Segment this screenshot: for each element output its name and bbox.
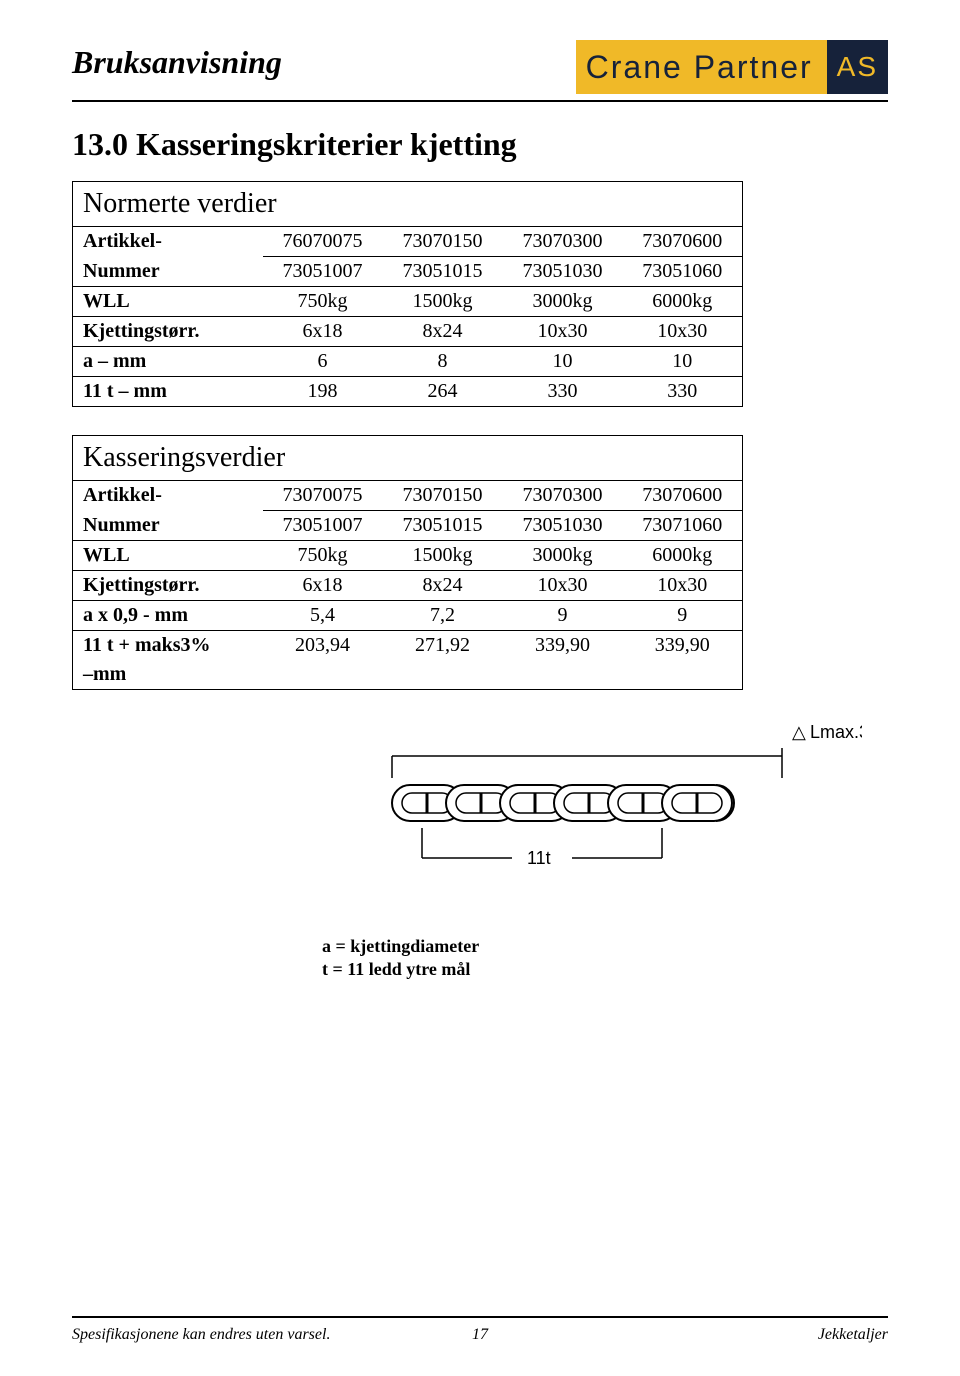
table2-ax09-c2: 7,2	[383, 601, 503, 631]
diagram-lmax-label: △	[792, 722, 806, 742]
logo-right-text: AS	[827, 40, 888, 94]
table1-label-11t-mm: 11 t – mm	[73, 377, 263, 407]
table2-11t-c3: 339,90	[503, 631, 623, 661]
table1-kj-c1: 6x18	[263, 317, 383, 347]
table2-r1-c3: 73070300	[503, 481, 623, 511]
table2-label-11t-maks: 11 t + maks3%	[73, 631, 263, 661]
legend-line2: t = 11 ledd ytre mål	[322, 958, 888, 981]
section-heading: 13.0 Kasseringskriterier kjetting	[72, 126, 888, 163]
table2-r2-c2: 73051015	[383, 511, 503, 541]
header-divider	[72, 100, 888, 102]
table1-kj-c3: 10x30	[503, 317, 623, 347]
footer-left: Spesifikasjonene kan endres uten varsel.	[72, 1326, 330, 1344]
table1-r1-c3: 73070300	[503, 227, 623, 257]
table1-a-c3: 10	[503, 347, 623, 377]
table1-r2-c2: 73051015	[383, 257, 503, 287]
table2-r1-c4: 73070600	[623, 481, 743, 511]
table2-wll-c3: 3000kg	[503, 541, 623, 571]
table2-11t-c2: 271,92	[383, 631, 503, 661]
table2-wll-c4: 6000kg	[623, 541, 743, 571]
table1-label-wll: WLL	[73, 287, 263, 317]
table1-title: Normerte verdier	[73, 182, 743, 227]
table1-a-c2: 8	[383, 347, 503, 377]
footer: Spesifikasjonene kan endres uten varsel.…	[72, 1316, 888, 1344]
table1-wll-c2: 1500kg	[383, 287, 503, 317]
table2-label-wll: WLL	[73, 541, 263, 571]
table1-label-nummer: Nummer	[73, 257, 263, 287]
table2-11t-c1: 203,94	[263, 631, 383, 661]
table2-r1-c2: 73070150	[383, 481, 503, 511]
table1-a-c4: 10	[623, 347, 743, 377]
table1-11t-c3: 330	[503, 377, 623, 407]
table1-wll-c1: 750kg	[263, 287, 383, 317]
diagram-lmax-text: Lmax.3%	[810, 722, 862, 742]
table2-label-nummer: Nummer	[73, 511, 263, 541]
table2-kj-c4: 10x30	[623, 571, 743, 601]
brand-logo: Crane Partner AS	[576, 40, 888, 94]
table1-r1-c2: 73070150	[383, 227, 503, 257]
table2-kj-c3: 10x30	[503, 571, 623, 601]
table2-wll-c2: 1500kg	[383, 541, 503, 571]
table2-label-ax09: a x 0,9 - mm	[73, 601, 263, 631]
legend-line1: a = kjettingdiameter	[322, 935, 888, 958]
table2-label-kjettingstorr: Kjettingstørr.	[73, 571, 263, 601]
table2-wll-c1: 750kg	[263, 541, 383, 571]
table-kasseringsverdier: Kasseringsverdier Artikkel- 73070075 730…	[72, 435, 888, 690]
table1-kj-c4: 10x30	[623, 317, 743, 347]
table2-ax09-c4: 9	[623, 601, 743, 631]
table2-r2-c1: 73051007	[263, 511, 383, 541]
table1-11t-c2: 264	[383, 377, 503, 407]
table2-r2-c3: 73051030	[503, 511, 623, 541]
table1-wll-c3: 3000kg	[503, 287, 623, 317]
table-normerte-verdier: Normerte verdier Artikkel- 76070075 7307…	[72, 181, 888, 407]
chain-svg: △ Lmax.3% 11t	[362, 718, 862, 898]
table2-title: Kasseringsverdier	[73, 436, 743, 481]
table1-kj-c2: 8x24	[383, 317, 503, 347]
table1-r1-c1: 76070075	[263, 227, 383, 257]
table1-a-c1: 6	[263, 347, 383, 377]
table1-r2-c4: 73051060	[623, 257, 743, 287]
table2-r2-c4: 73071060	[623, 511, 743, 541]
table2-ax09-c1: 5,4	[263, 601, 383, 631]
table2-kj-c2: 8x24	[383, 571, 503, 601]
table1-r2-c3: 73051030	[503, 257, 623, 287]
table2-kj-c1: 6x18	[263, 571, 383, 601]
table2-r1-c1: 73070075	[263, 481, 383, 511]
table1-label-kjettingstorr: Kjettingstørr.	[73, 317, 263, 347]
header: Bruksanvisning Crane Partner AS	[72, 40, 888, 94]
diagram-legend: a = kjettingdiameter t = 11 ledd ytre må…	[322, 935, 888, 982]
table1-label-artikkel: Artikkel-	[73, 227, 263, 257]
table2-11t-c4: 339,90	[623, 631, 743, 661]
table2-ax09-c3: 9	[503, 601, 623, 631]
logo-left-text: Crane Partner	[576, 40, 827, 94]
diagram-11t-label: 11t	[527, 848, 551, 868]
table1-r1-c4: 73070600	[623, 227, 743, 257]
table1-11t-c4: 330	[623, 377, 743, 407]
table2-label-mm: –mm	[73, 660, 263, 690]
table2-label-artikkel: Artikkel-	[73, 481, 263, 511]
footer-right: Jekketaljer	[818, 1326, 888, 1344]
table1-wll-c4: 6000kg	[623, 287, 743, 317]
table1-label-a-mm: a – mm	[73, 347, 263, 377]
table1-r2-c1: 73051007	[263, 257, 383, 287]
doc-title: Bruksanvisning	[72, 44, 282, 81]
table1-11t-c1: 198	[263, 377, 383, 407]
chain-diagram: △ Lmax.3% 11t	[362, 718, 888, 903]
